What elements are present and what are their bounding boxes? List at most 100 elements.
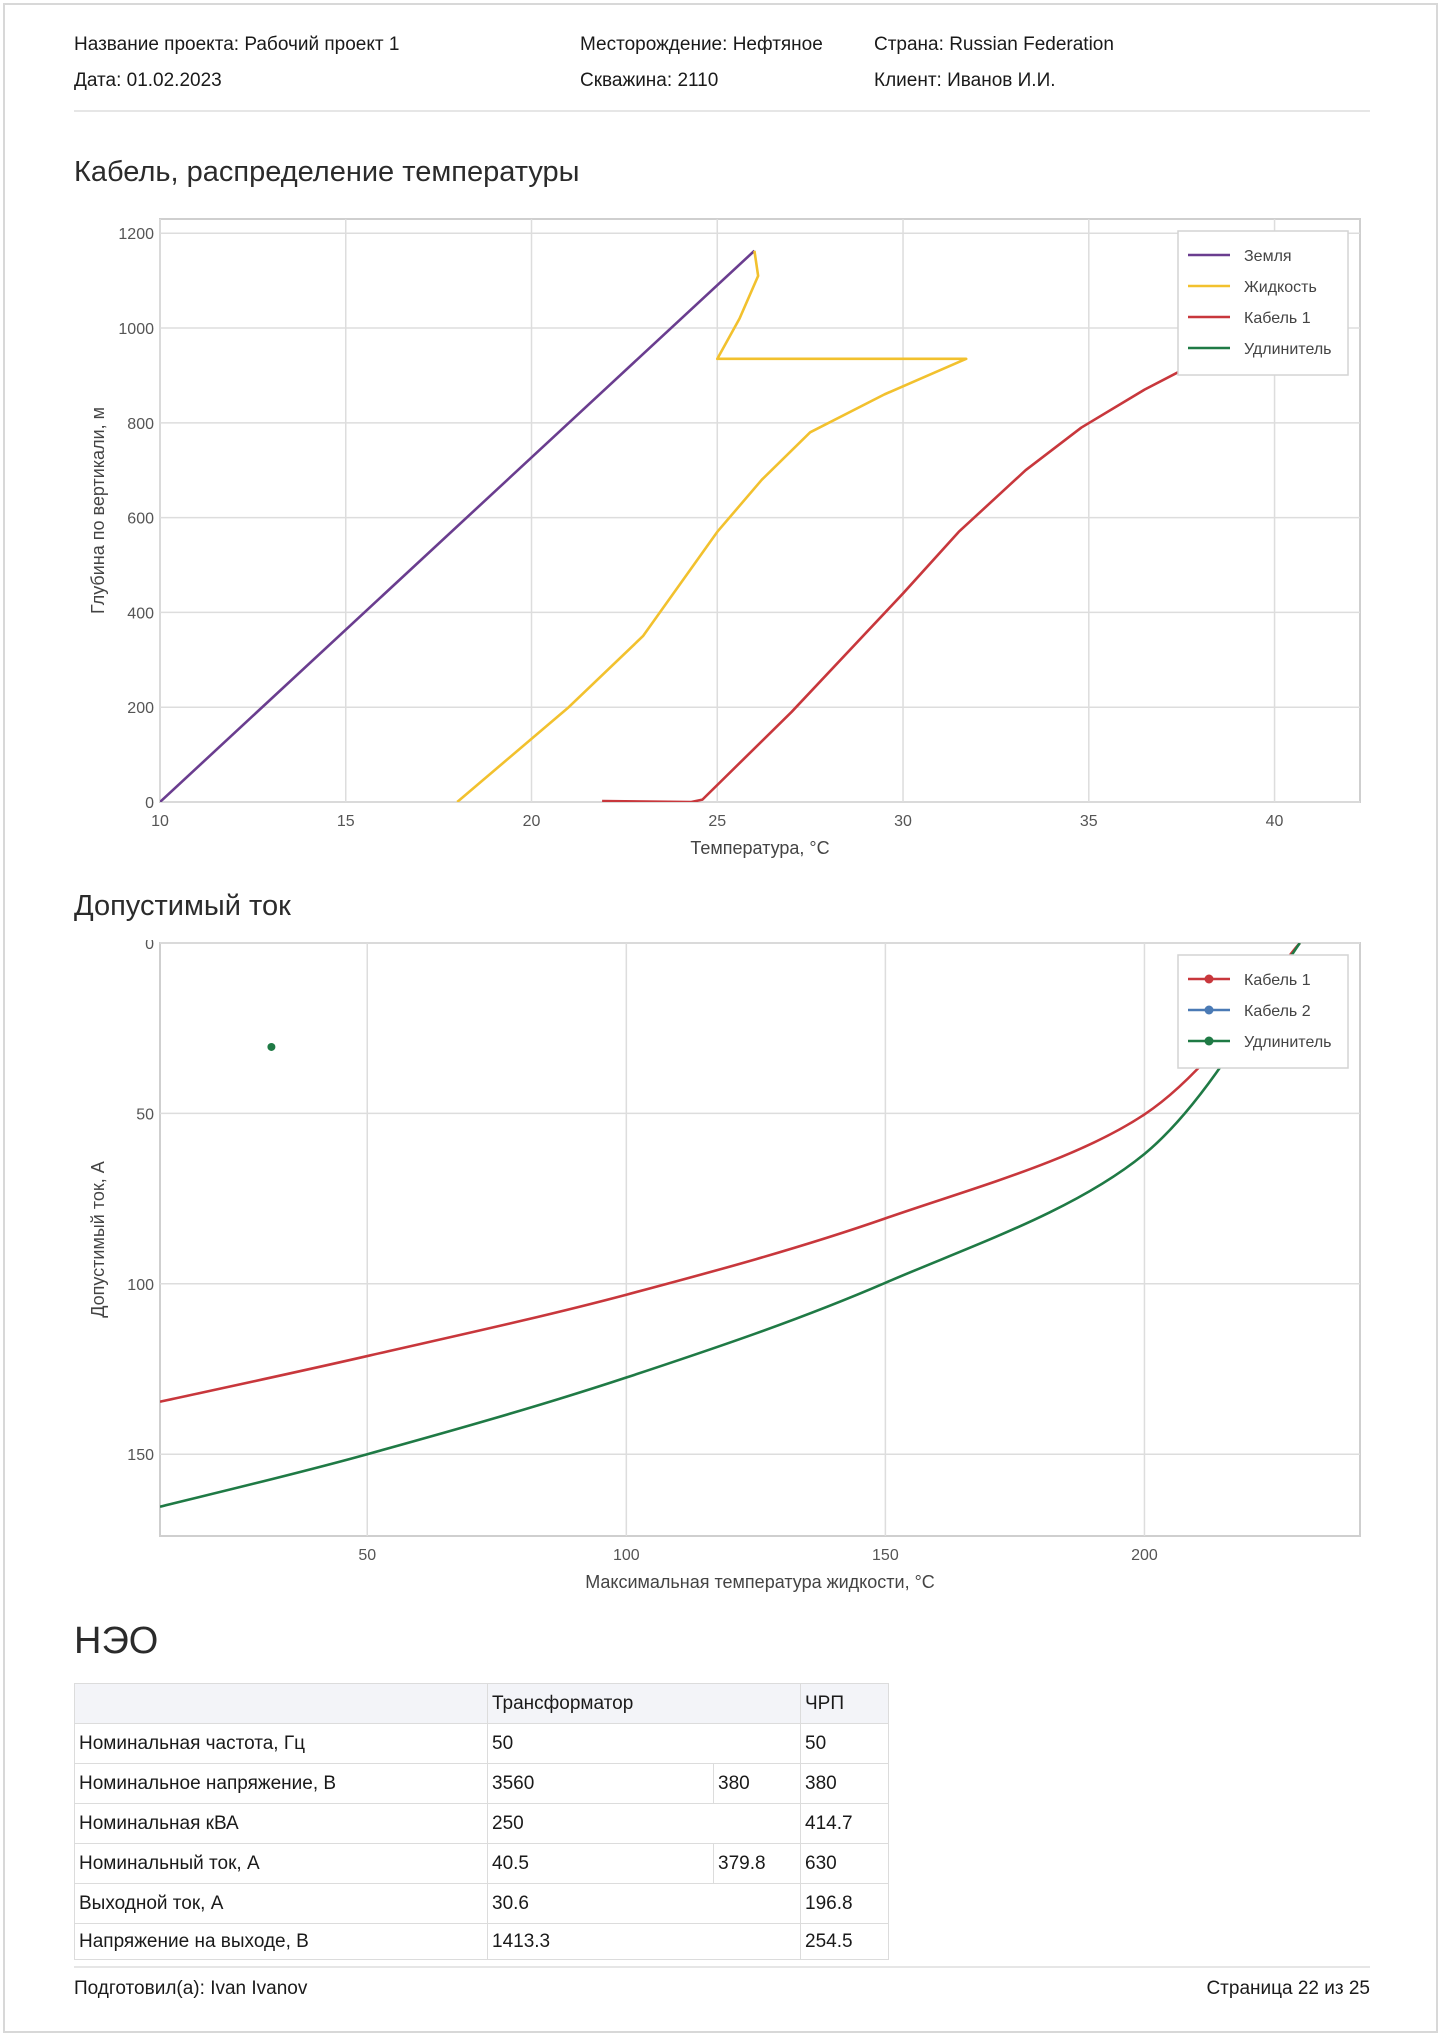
y-axis-label: Глубина по вертикали, м	[88, 407, 108, 614]
transformer-value: 250	[487, 1803, 801, 1844]
vfd-value: 414.7	[800, 1803, 889, 1844]
prepared-label: Подготовил(а):	[74, 1978, 205, 1999]
legend-marker	[1204, 1005, 1214, 1015]
date-value: 01.02.2023	[126, 70, 222, 91]
x-tick-label: 50	[358, 1547, 376, 1564]
legend-label: Удлинитель	[1244, 1034, 1331, 1051]
y-tick-label: 100	[127, 1277, 154, 1294]
table-header-row: Трансформатор ЧРП	[74, 1683, 889, 1724]
transformer-secondary-value: 380	[713, 1763, 801, 1804]
row-label: Номинальная кВА	[74, 1803, 488, 1844]
legend-label: Земля	[1244, 248, 1292, 265]
report-footer: Подготовил(а): Ivan Ivanov Страница 22 и…	[74, 1966, 1370, 2006]
row-label: Номинальный ток, А	[74, 1843, 488, 1884]
table-row: Номинальное напряжение, В 3560 380 380	[74, 1763, 889, 1804]
x-tick-label: 30	[894, 813, 912, 830]
row-label: Напряжение на выходе, В	[74, 1923, 488, 1960]
y-tick-label: 50	[136, 1106, 154, 1123]
project-name: Название проекта: Рабочий проект 1	[74, 32, 399, 58]
x-tick-label: 15	[337, 813, 355, 830]
vfd-value: 196.8	[800, 1883, 889, 1924]
table-row: Выходной ток, А 30.6 196.8	[74, 1883, 889, 1924]
transformer-value: 40.5	[487, 1843, 714, 1884]
row-label: Выходной ток, А	[74, 1883, 488, 1924]
page-number: Страница 22 из 25	[1206, 1978, 1370, 1999]
y-tick-label: 0	[145, 795, 154, 812]
series-line-Жидкость	[456, 250, 968, 802]
project-label: Название проекта:	[74, 34, 240, 55]
x-axis-label: Максимальная температура жидкости, °C	[585, 1572, 935, 1592]
page-border	[3, 3, 1438, 2033]
legend-label: Кабель 1	[1244, 310, 1311, 327]
x-tick-label: 150	[872, 1547, 899, 1564]
chart-legend: Кабель 1 Кабель 2 Удлинитель	[1177, 954, 1349, 1069]
plot-area	[159, 218, 1361, 803]
plot-area	[159, 942, 1361, 1537]
temp-chart-title: Кабель, распределение температуры	[74, 156, 580, 188]
prepared-value: Ivan Ivanov	[210, 1978, 308, 1999]
y-tick-label: 600	[127, 511, 154, 528]
transformer-value: 50	[487, 1723, 801, 1764]
client-label: Клиент:	[874, 70, 942, 91]
y-axis-label: Допустимый ток, А	[88, 1161, 108, 1318]
client: Клиент: Иванов И.И.	[874, 68, 1056, 94]
table-row: Напряжение на выходе, В 1413.3 254.5	[74, 1923, 889, 1960]
field-label: Месторождение:	[580, 34, 728, 55]
y-tick-label: 0	[145, 940, 154, 953]
header-cell	[74, 1683, 488, 1724]
x-tick-label: 20	[523, 813, 541, 830]
x-tick-label: 25	[708, 813, 726, 830]
row-label: Номинальная частота, Гц	[74, 1723, 488, 1764]
transformer-value: 30.6	[487, 1883, 801, 1924]
country: Страна: Russian Federation	[874, 32, 1114, 58]
field-value: Нефтяное	[732, 34, 823, 55]
report-header: Название проекта: Рабочий проект 1 Дата:…	[74, 32, 1370, 112]
chart-legend: Земля Жидкость Кабель 1 Удлинитель	[1177, 230, 1349, 376]
table-row: Номинальный ток, А 40.5 379.8 630	[74, 1843, 889, 1884]
x-tick-label: 100	[613, 1547, 640, 1564]
vfd-value: 254.5	[800, 1923, 889, 1960]
table-row: Номинальная кВА 250 414.7	[74, 1803, 889, 1844]
legend-label: Жидкость	[1244, 279, 1317, 296]
transformer-value: 3560	[487, 1763, 714, 1804]
vfd-value: 630	[800, 1843, 889, 1884]
project-value: Рабочий проект 1	[244, 34, 400, 55]
transformer-value: 1413.3	[487, 1923, 801, 1960]
transformer-secondary-value: 379.8	[713, 1843, 801, 1884]
field-name: Месторождение: Нефтяное	[580, 32, 823, 58]
header-cell-vfd: ЧРП	[800, 1683, 889, 1724]
x-tick-label: 10	[151, 813, 169, 830]
country-label: Страна:	[874, 34, 944, 55]
legend-marker	[1204, 1036, 1214, 1046]
date-label: Дата:	[74, 70, 122, 91]
x-tick-label: 35	[1080, 813, 1098, 830]
legend-label: Удлинитель	[1244, 341, 1331, 358]
y-tick-label: 1200	[118, 226, 154, 243]
legend-marker	[1204, 974, 1214, 984]
table-row: Номинальная частота, Гц 50 50	[74, 1723, 889, 1764]
temp-distribution-chart: 10 15 20 25 30 35 40020040060080010001200Темпе…	[88, 218, 1361, 858]
prepared-by: Подготовил(а): Ivan Ivanov	[74, 1978, 307, 2000]
allowable-current-chart: 50 100 150 200 0 50 100 150 Максимальная темпера…	[88, 940, 1361, 1592]
neo-table: Трансформатор ЧРП Номинальная частота, Г…	[74, 1683, 889, 1960]
y-tick-label: 400	[127, 605, 154, 622]
well-value: 2110	[677, 70, 719, 91]
y-tick-label: 1000	[118, 321, 154, 338]
row-label: Номинальное напряжение, В	[74, 1763, 488, 1804]
vfd-value: 50	[800, 1723, 889, 1764]
country-value: Russian Federation	[949, 34, 1114, 55]
y-tick-label: 200	[127, 700, 154, 717]
client-value: Иванов И.И.	[947, 70, 1056, 91]
well-name: Скважина: 2110	[580, 68, 718, 94]
well-label: Скважина:	[580, 70, 673, 91]
series-line-Кабель 1	[160, 943, 1301, 1403]
legend-label: Кабель 2	[1244, 1003, 1311, 1020]
header-cell-transformer: Трансформатор	[487, 1683, 801, 1724]
data-point	[267, 1042, 276, 1051]
report-date: Дата: 01.02.2023	[74, 68, 222, 94]
series-line-Удлинитель	[160, 943, 1301, 1508]
x-tick-label: 200	[1131, 1547, 1158, 1564]
y-tick-label: 800	[127, 416, 154, 433]
series-line-Земля	[160, 249, 756, 802]
current-chart-title: Допустимый ток	[74, 890, 291, 922]
